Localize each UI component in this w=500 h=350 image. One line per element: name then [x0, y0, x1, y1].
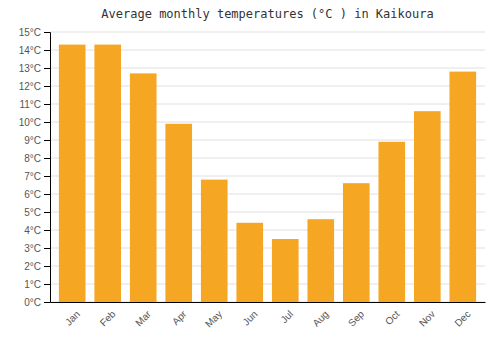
y-tick-label: 8°C [24, 153, 41, 164]
title: Average monthly temperatures (°C ) in Ka… [101, 7, 433, 21]
x-tick: Nov [417, 308, 437, 328]
y-tick: 2°C [24, 261, 50, 272]
bar [307, 219, 334, 302]
bar [165, 124, 192, 302]
bar [449, 72, 476, 302]
y-tick-mark [44, 140, 50, 141]
chart-container: 0°C 1°C 2°C 3°C 4°C 5°C 6°C 7°C 8°C 9°C 10°C 11°C 12… [0, 0, 500, 350]
x-tick-label: Nov [417, 308, 437, 328]
y-tick-mark [44, 284, 50, 285]
bar [94, 45, 121, 302]
y-tick: 11°C [19, 99, 50, 110]
x-tick-label: Jun [240, 308, 259, 327]
y-tick-label: 2°C [24, 261, 41, 272]
y-tick-label: 4°C [24, 225, 41, 236]
bar [378, 142, 405, 302]
bar [130, 73, 157, 302]
x-tick: Oct [383, 308, 402, 327]
y-tick-mark [44, 176, 50, 177]
x-tick: Feb [98, 308, 118, 328]
y-tick: 12°C [19, 81, 50, 92]
y-tick: 7°C [24, 171, 50, 182]
y-tick-label: 0°C [24, 297, 41, 308]
x-tick-label: Feb [98, 308, 118, 328]
y-axis-line [44, 33, 51, 303]
bar [59, 45, 86, 302]
y-tick-label: 1°C [24, 279, 41, 290]
y-tick-mark [44, 230, 50, 231]
y-tick-mark [44, 194, 50, 195]
grid [50, 32, 485, 302]
y-axis: 0°C 1°C 2°C 3°C 4°C 5°C 6°C 7°C 8°C 9°C 10°C 11°C 12… [19, 27, 51, 308]
x-tick-label: Jan [63, 308, 82, 327]
x-tick-label: Apr [170, 308, 189, 327]
y-tick-label: 5°C [24, 207, 41, 218]
bar [201, 180, 228, 302]
y-tick-label: 14°C [19, 45, 41, 56]
x-tick-label: Sep [346, 308, 367, 329]
x-tick-label: Dec [452, 308, 472, 328]
y-tick-mark [44, 68, 50, 69]
bar [272, 239, 299, 302]
y-tick-label: 10°C [19, 117, 41, 128]
y-tick-label: 13°C [19, 63, 41, 74]
y-tick: 8°C [24, 153, 50, 164]
y-tick-mark [44, 248, 50, 249]
bar [236, 223, 263, 302]
bar [414, 111, 441, 302]
y-tick: 0°C [24, 297, 50, 308]
x-tick: May [203, 308, 224, 329]
y-tick-mark [44, 104, 50, 105]
y-tick-label: 3°C [24, 243, 41, 254]
y-tick-label: 7°C [24, 171, 41, 182]
y-tick: 3°C [24, 243, 50, 254]
y-tick: 1°C [24, 279, 50, 290]
grid-line [50, 32, 485, 33]
y-tick-mark [44, 266, 50, 267]
x-tick-label: Oct [383, 308, 402, 327]
y-tick: 5°C [24, 207, 50, 218]
x-tick: Sep [346, 308, 367, 329]
x-tick: Jul [278, 308, 295, 325]
y-tick-mark [44, 212, 50, 213]
x-tick: Jan [63, 308, 82, 327]
y-tick: 14°C [19, 45, 50, 56]
chart-svg: 0°C 1°C 2°C 3°C 4°C 5°C 6°C 7°C 8°C 9°C 10°C 11°C 12… [0, 0, 500, 350]
y-tick-mark [44, 158, 50, 159]
y-tick: 6°C [24, 189, 50, 200]
y-tick: 4°C [24, 225, 50, 236]
y-tick-mark [44, 302, 50, 303]
y-tick: 10°C [19, 117, 50, 128]
x-tick: Dec [452, 308, 472, 328]
x-tick: Aug [310, 308, 330, 328]
bar [343, 183, 370, 302]
y-tick-mark [44, 50, 50, 51]
y-tick-mark [44, 86, 50, 87]
x-axis-line [51, 302, 486, 303]
x-tick-label: Jul [278, 308, 295, 325]
x-tick-label: Aug [310, 308, 330, 328]
y-tick-label: 6°C [24, 189, 41, 200]
y-tick-mark [44, 122, 50, 123]
y-tick-label: 11°C [19, 99, 41, 110]
x-tick-label: Mar [133, 308, 153, 328]
y-tick: 9°C [24, 135, 50, 146]
y-tick-label: 9°C [24, 135, 41, 146]
bars [59, 45, 476, 302]
y-tick-label: 15°C [19, 27, 41, 38]
y-tick: 13°C [19, 63, 50, 74]
x-tick: Jun [240, 308, 259, 327]
y-tick-label: 12°C [19, 81, 41, 92]
y-tick-mark [44, 32, 50, 33]
x-tick: Mar [133, 308, 153, 328]
x-tick-label: May [203, 308, 224, 329]
x-tick: Apr [170, 308, 189, 327]
x-axis: Jan Feb Mar Apr May Jun Jul Aug Sep Oct Nov Dec [51, 303, 486, 330]
y-tick: 15°C [19, 27, 50, 38]
